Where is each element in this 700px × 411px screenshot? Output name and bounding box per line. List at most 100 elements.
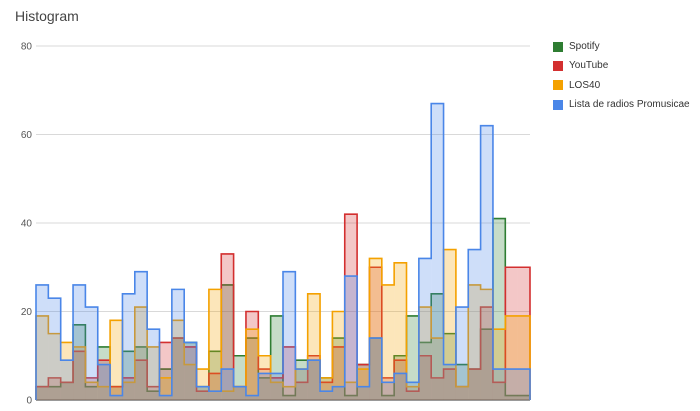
histogram-bar [295,360,308,400]
histogram-bar [357,364,370,400]
histogram-bar [171,320,185,400]
y-tick-label: 40 [21,219,33,230]
histogram-bar [208,391,222,400]
y-tick-label: 80 [21,42,33,53]
histogram-bar [122,377,135,400]
histogram-bar [468,284,481,400]
histogram-bar [233,386,246,400]
histogram-bar [394,360,407,400]
histogram-bar [221,253,234,400]
histogram-bar [159,377,172,400]
histogram-bar [73,346,86,400]
histogram-bar [97,360,111,400]
histogram-bar [307,360,321,400]
histogram-bar [36,386,49,400]
y-tick-label: 0 [26,396,32,407]
histogram-bar [443,364,456,400]
histogram-bar [245,395,259,400]
histogram-bar [233,386,246,400]
chart-title: Histogram [15,8,79,24]
histogram-bar [147,346,160,400]
histogram-bar [455,386,469,400]
legend-item[interactable]: LOS40 [553,76,690,95]
histogram-bar [332,311,345,400]
histogram-bar [171,338,185,400]
histogram-bar [394,262,407,400]
histogram-bar [258,355,271,400]
histogram-bar [505,395,518,400]
histogram-bar [357,369,370,400]
y-tick-label: 20 [21,307,33,318]
histogram-bar [307,355,321,400]
histogram-bar [344,382,358,400]
histogram-bar [381,284,395,400]
histogram-bar [468,369,481,400]
histogram-bar [332,338,345,400]
histogram-bar [171,289,185,400]
histogram-bar [73,284,86,400]
histogram-bar [60,342,74,400]
histogram-bar [369,258,382,400]
legend-item[interactable]: Lista de radios Promusicae [553,95,690,114]
legend-label: Lista de radios Promusicae [569,99,690,111]
histogram-bar [122,293,135,400]
legend-item[interactable]: YouTube [553,56,690,75]
histogram-bar [270,382,283,400]
histogram-bar [85,377,98,400]
histogram-bars [35,102,531,401]
histogram-outline [35,213,531,400]
histogram-bar [245,329,259,400]
histogram-bar [443,333,456,400]
histogram-bar [517,267,530,400]
legend-item[interactable]: Spotify [553,37,690,56]
histogram-bar [468,249,481,400]
histogram-bar [122,351,135,400]
histogram-bar [505,369,518,400]
histogram-bar [221,391,234,400]
histogram-bar [184,346,197,400]
histogram-bar [270,373,283,400]
histogram-bar [431,338,444,400]
histogram-bar [344,276,358,400]
series-lista-de-radios-promusicae [35,102,531,401]
histogram-bar [73,324,86,400]
histogram-bar [443,249,456,400]
histogram-bar [283,386,296,400]
histogram-bar [295,382,308,400]
histogram-bar [492,382,506,400]
histogram-bar [418,342,432,400]
histogram-bar [505,315,518,400]
histogram-bar [147,391,160,400]
histogram-bar [431,377,444,400]
y-tick-label: 60 [21,130,33,141]
histogram-bar [480,307,493,400]
histogram-bar [110,395,123,400]
histogram-bar [184,364,197,400]
series-los40 [35,248,531,400]
series-spotify [35,217,531,400]
legend: Spotify YouTube LOS40 Lista de radios Promu… [553,37,690,114]
histogram-bar [357,386,370,400]
histogram-bar [492,369,506,400]
histogram-bar [431,293,444,400]
legend-swatch [553,41,563,52]
histogram-bar [159,369,172,400]
series-youtube [35,213,531,400]
histogram-bar [208,289,222,400]
histogram-bar [357,364,370,400]
histogram-bar [443,369,456,400]
histogram-bar [171,338,185,400]
histogram-bar [295,369,308,400]
legend-swatch [553,99,563,110]
histogram-bar [517,395,530,400]
histogram-bar [418,258,432,400]
histogram-bar [245,311,259,400]
histogram-bar [406,386,419,400]
legend-label: Spotify [569,41,600,53]
histogram-bar [307,293,321,400]
histogram-bar [307,360,321,400]
histogram-bar [492,329,506,400]
histogram-bar [258,373,271,400]
histogram-bar [332,386,345,400]
